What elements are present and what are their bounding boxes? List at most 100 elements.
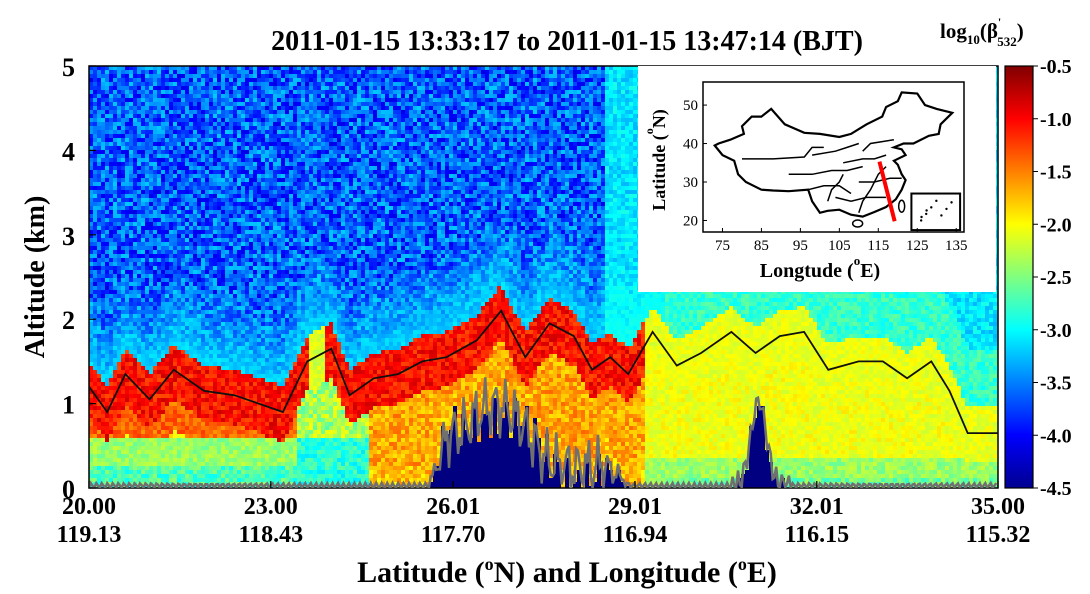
heatmap-cell bbox=[193, 206, 197, 210]
heatmap-cell bbox=[197, 98, 201, 102]
heatmap-cell bbox=[253, 222, 257, 226]
heatmap-cell bbox=[173, 454, 177, 458]
heatmap-cell bbox=[165, 150, 169, 154]
heatmap-cell bbox=[221, 274, 225, 278]
heatmap-cell bbox=[221, 370, 225, 374]
heatmap-cell bbox=[269, 422, 273, 426]
heatmap-cell bbox=[229, 414, 233, 418]
heatmap-cell bbox=[161, 386, 165, 390]
heatmap-cell bbox=[181, 266, 185, 270]
heatmap-cell bbox=[161, 194, 165, 198]
heatmap-cell bbox=[141, 170, 145, 174]
heatmap-cell bbox=[229, 422, 233, 426]
heatmap-cell bbox=[121, 306, 125, 310]
heatmap-cell bbox=[201, 86, 205, 90]
heatmap-cell bbox=[273, 182, 277, 186]
heatmap-cell bbox=[189, 166, 193, 170]
heatmap-cell bbox=[129, 154, 133, 158]
heatmap-cell bbox=[213, 466, 217, 470]
heatmap-cell bbox=[269, 330, 273, 334]
heatmap-cell bbox=[169, 398, 173, 402]
heatmap-cell bbox=[257, 86, 261, 90]
heatmap-cell bbox=[157, 122, 161, 126]
heatmap-cell bbox=[125, 334, 129, 338]
heatmap-cell bbox=[273, 230, 277, 234]
heatmap-cell bbox=[161, 178, 165, 182]
heatmap-cell bbox=[269, 150, 273, 154]
heatmap-cell bbox=[205, 278, 209, 282]
heatmap-cell bbox=[137, 378, 141, 382]
heatmap-cell bbox=[201, 366, 205, 370]
heatmap-cell bbox=[257, 142, 261, 146]
heatmap-cell bbox=[185, 346, 189, 350]
heatmap-cell bbox=[161, 322, 165, 326]
heatmap-cell bbox=[253, 146, 257, 150]
heatmap-cell bbox=[193, 134, 197, 138]
heatmap-cell bbox=[229, 122, 233, 126]
heatmap-cell bbox=[225, 266, 229, 270]
heatmap-cell bbox=[269, 202, 273, 206]
heatmap-cell bbox=[261, 210, 265, 214]
heatmap-cell bbox=[169, 150, 173, 154]
heatmap-cell bbox=[117, 354, 121, 358]
heatmap-cell bbox=[225, 450, 229, 454]
heatmap-cell bbox=[125, 366, 129, 370]
heatmap-cell bbox=[117, 110, 121, 114]
heatmap-cell bbox=[109, 298, 113, 302]
heatmap-cell bbox=[201, 466, 205, 470]
heatmap-cell bbox=[93, 466, 97, 470]
heatmap-cell bbox=[225, 446, 229, 450]
heatmap-cell bbox=[125, 194, 129, 198]
heatmap-cell bbox=[237, 178, 241, 182]
heatmap-cell bbox=[117, 258, 121, 262]
heatmap-cell bbox=[229, 126, 233, 130]
heatmap-cell bbox=[113, 90, 117, 94]
heatmap-cell bbox=[245, 434, 249, 438]
heatmap-cell bbox=[229, 434, 233, 438]
heatmap-cell bbox=[141, 202, 145, 206]
heatmap-cell bbox=[97, 166, 101, 170]
heatmap-cell bbox=[213, 134, 217, 138]
heatmap-cell bbox=[201, 306, 205, 310]
heatmap-cell bbox=[209, 78, 213, 82]
heatmap-cell bbox=[101, 322, 105, 326]
heatmap-cell bbox=[153, 330, 157, 334]
heatmap-cell bbox=[181, 110, 185, 114]
heatmap-cell bbox=[233, 166, 237, 170]
heatmap-cell bbox=[149, 158, 153, 162]
heatmap-cell bbox=[233, 398, 237, 402]
heatmap-cell bbox=[277, 74, 281, 78]
heatmap-cell bbox=[153, 254, 157, 258]
heatmap-cell bbox=[177, 430, 181, 434]
heatmap-cell bbox=[221, 106, 225, 110]
heatmap-cell bbox=[101, 166, 105, 170]
heatmap-cell bbox=[253, 86, 257, 90]
heatmap-cell bbox=[249, 110, 253, 114]
heatmap-cell bbox=[189, 454, 193, 458]
heatmap-cell bbox=[113, 378, 117, 382]
heatmap-cell bbox=[193, 462, 197, 466]
heatmap-cell bbox=[121, 270, 125, 274]
heatmap-cell bbox=[169, 466, 173, 470]
heatmap-cell bbox=[177, 246, 181, 250]
heatmap-cell bbox=[237, 454, 241, 458]
heatmap-cell bbox=[261, 362, 265, 366]
heatmap-cell bbox=[221, 450, 225, 454]
heatmap-cell bbox=[169, 106, 173, 110]
heatmap-cell bbox=[93, 330, 97, 334]
heatmap-cell bbox=[101, 470, 105, 474]
heatmap-cell bbox=[105, 90, 109, 94]
heatmap-cell bbox=[225, 458, 229, 462]
heatmap-cell bbox=[157, 154, 161, 158]
heatmap-cell bbox=[189, 402, 193, 406]
heatmap-cell bbox=[229, 382, 233, 386]
heatmap-cell bbox=[165, 442, 169, 446]
heatmap-cell bbox=[141, 462, 145, 466]
heatmap-cell bbox=[173, 266, 177, 270]
heatmap-cell bbox=[109, 458, 113, 462]
heatmap-cell bbox=[197, 146, 201, 150]
heatmap-cell bbox=[161, 186, 165, 190]
heatmap-cell bbox=[185, 414, 189, 418]
heatmap-cell bbox=[217, 282, 221, 286]
heatmap-cell bbox=[133, 138, 137, 142]
